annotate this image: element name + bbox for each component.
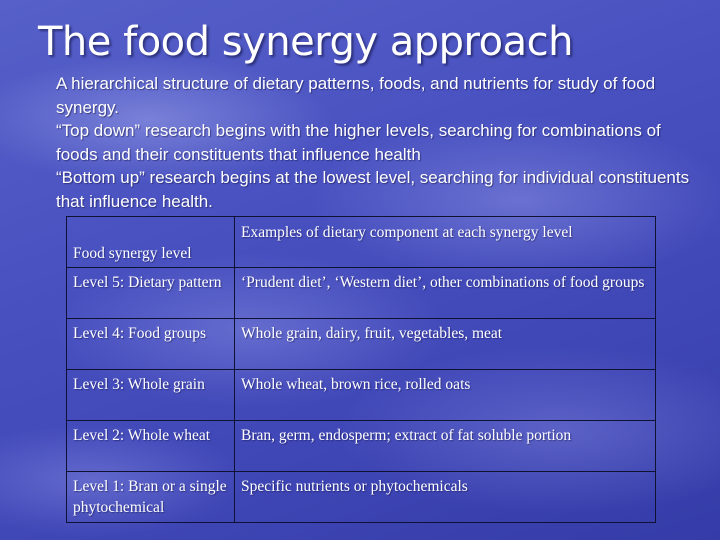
intro-line-top-down: “Top down” research begins with the high… [56, 121, 661, 164]
synergy-levels-table: Food synergy level Examples of dietary c… [66, 216, 656, 523]
table-row: Level 4: Food groups Whole grain, dairy,… [66, 318, 656, 370]
cell-level: Level 5: Dietary pattern [66, 267, 235, 319]
cell-examples: Bran, germ, endosperm; extract of fat so… [234, 420, 656, 472]
cell-examples: Specific nutrients or phytochemicals [234, 471, 656, 523]
header-synergy-level: Food synergy level [66, 216, 235, 268]
table-row: Level 3: Whole grain Whole wheat, brown … [66, 369, 656, 421]
intro-line-bottom-up: “Bottom up” research begins at the lowes… [56, 168, 690, 211]
cell-level: Level 2: Whole wheat [66, 420, 235, 472]
intro-line-hierarchy: A hierarchical structure of dietary patt… [56, 74, 656, 117]
slide-title: The food synergy approach [38, 19, 573, 65]
table-row: Level 1: Bran or a single phytochemical … [66, 471, 656, 523]
table-header-row: Food synergy level Examples of dietary c… [66, 216, 656, 268]
cell-level: Level 1: Bran or a single phytochemical [66, 471, 235, 523]
cell-examples: Whole wheat, brown rice, rolled oats [234, 369, 656, 421]
cell-level: Level 3: Whole grain [66, 369, 235, 421]
intro-text: A hierarchical structure of dietary patt… [56, 72, 696, 213]
table-row: Level 2: Whole wheat Bran, germ, endospe… [66, 420, 656, 472]
table-row: Level 5: Dietary pattern ‘Prudent diet’,… [66, 267, 656, 319]
header-examples: Examples of dietary component at each sy… [234, 216, 656, 268]
cell-level: Level 4: Food groups [66, 318, 235, 370]
cell-examples: ‘Prudent diet’, ‘Western diet’, other co… [234, 267, 656, 319]
cell-examples: Whole grain, dairy, fruit, vegetables, m… [234, 318, 656, 370]
